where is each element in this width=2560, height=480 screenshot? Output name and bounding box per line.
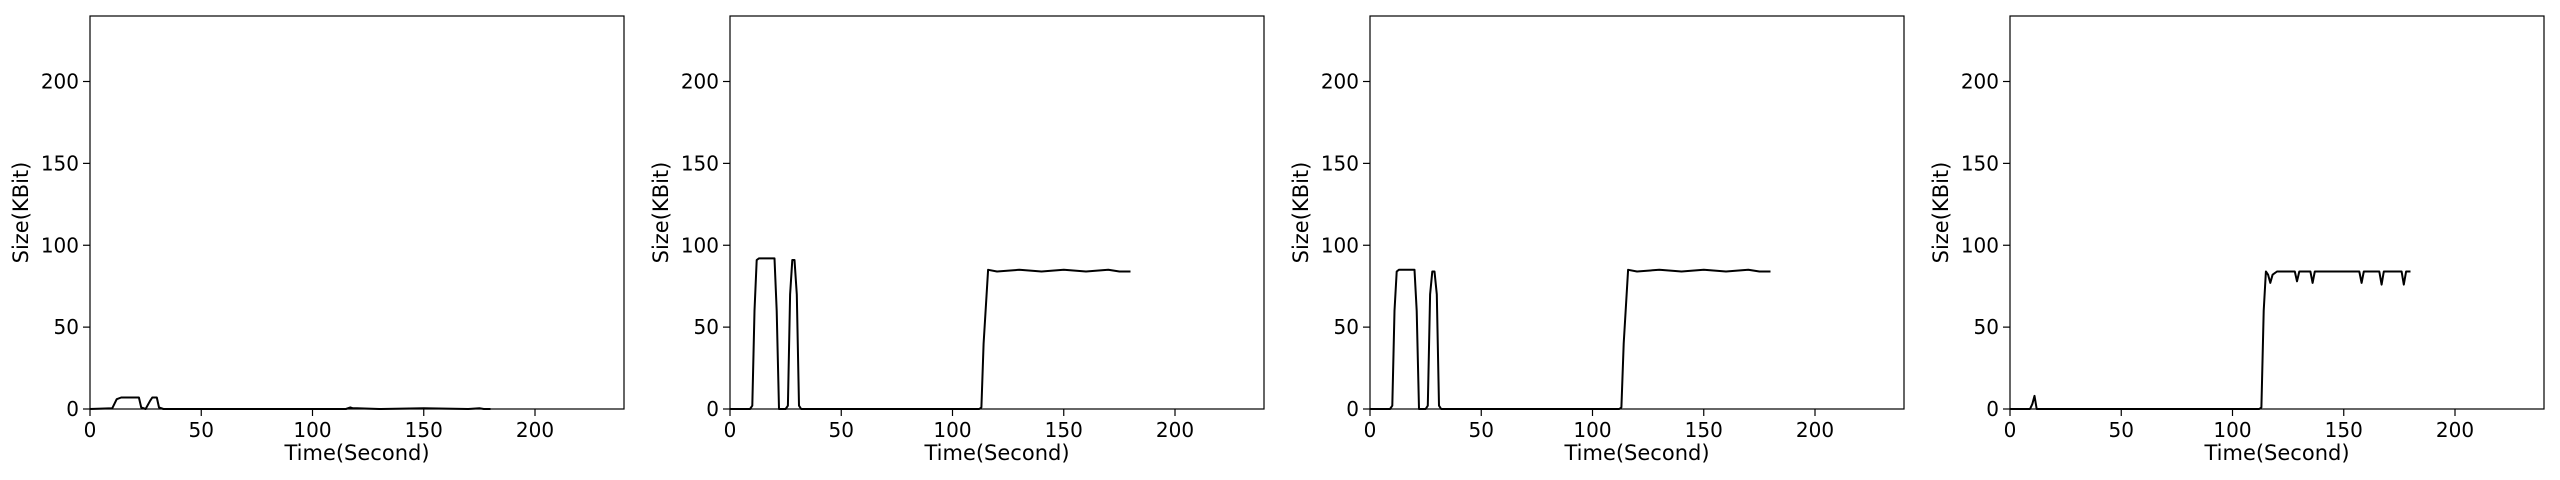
y-tick-label: 200 <box>1321 70 1359 94</box>
y-tick-label: 150 <box>681 151 719 175</box>
x-axis-label: Time(Second) <box>2203 441 2349 465</box>
x-tick-label: 150 <box>405 418 443 442</box>
y-axis-label: Size(KBit) <box>9 162 33 264</box>
x-tick-label: 200 <box>1796 418 1834 442</box>
x-tick-label: 0 <box>2004 418 2017 442</box>
x-tick-label: 200 <box>2436 418 2474 442</box>
y-tick-label: 100 <box>1321 233 1359 257</box>
x-axis-label: Time(Second) <box>283 441 429 465</box>
x-tick-label: 150 <box>1685 418 1723 442</box>
y-tick-label: 50 <box>54 315 79 339</box>
x-tick-label: 150 <box>1045 418 1083 442</box>
x-tick-label: 0 <box>84 418 97 442</box>
y-axis-label: Size(KBit) <box>649 162 673 264</box>
x-tick-label: 150 <box>2325 418 2363 442</box>
y-tick-label: 0 <box>706 397 719 421</box>
series-line-4-1 <box>2010 270 2411 410</box>
y-tick-label: 150 <box>1961 151 1999 175</box>
y-tick-label: 100 <box>681 233 719 257</box>
y-tick-label: 50 <box>1974 315 1999 339</box>
plot-frame-4 <box>2009 15 2545 410</box>
y-tick-label: 0 <box>1986 397 1999 421</box>
x-tick-label: 200 <box>516 418 554 442</box>
x-tick-label: 0 <box>1364 418 1377 442</box>
plot-frame-2 <box>729 15 1265 410</box>
x-tick-label: 100 <box>293 418 331 442</box>
y-tick-label: 100 <box>1961 233 1999 257</box>
x-tick-label: 0 <box>724 418 737 442</box>
series-line-1-1 <box>89 396 491 410</box>
series-line-2-1 <box>730 257 1131 410</box>
x-tick-label: 50 <box>1469 418 1494 442</box>
y-tick-label: 0 <box>1346 397 1359 421</box>
y-tick-label: 200 <box>41 70 79 94</box>
y-tick-label: 150 <box>41 151 79 175</box>
x-tick-label: 100 <box>1573 418 1611 442</box>
y-tick-label: 200 <box>1961 70 1999 94</box>
subplot-4: 0 50 100 150 200 0 50 100 150 200 Time(Second) Size… <box>1929 15 2545 465</box>
series-line-3-1 <box>1370 268 1771 410</box>
y-tick-label: 50 <box>694 315 719 339</box>
x-tick-label: 50 <box>2109 418 2134 442</box>
x-tick-label: 200 <box>1156 418 1194 442</box>
x-axis-label: Time(Second) <box>1563 441 1709 465</box>
plot-frame-1 <box>89 15 625 410</box>
y-axis-label: Size(KBit) <box>1929 162 1953 264</box>
x-tick-label: 50 <box>189 418 214 442</box>
plot-frame-3 <box>1369 15 1905 410</box>
y-axis-label: Size(KBit) <box>1289 162 1313 264</box>
subplot-1: 0 50 100 150 200 0 50 100 150 200 Time(Second) Size… <box>9 15 625 465</box>
x-tick-label: 100 <box>2213 418 2251 442</box>
x-axis-label: Time(Second) <box>923 441 1069 465</box>
y-tick-label: 100 <box>41 233 79 257</box>
subplot-2: 0 50 100 150 200 0 50 100 150 200 Time(Second) Size… <box>649 15 1265 465</box>
x-tick-label: 50 <box>829 418 854 442</box>
y-tick-label: 200 <box>681 70 719 94</box>
subplot-3: 0 50 100 150 200 0 50 100 150 200 Time(Second) Size… <box>1289 15 1905 465</box>
x-tick-label: 100 <box>933 418 971 442</box>
y-tick-label: 0 <box>66 397 79 421</box>
y-tick-label: 50 <box>1334 315 1359 339</box>
y-tick-label: 150 <box>1321 151 1359 175</box>
